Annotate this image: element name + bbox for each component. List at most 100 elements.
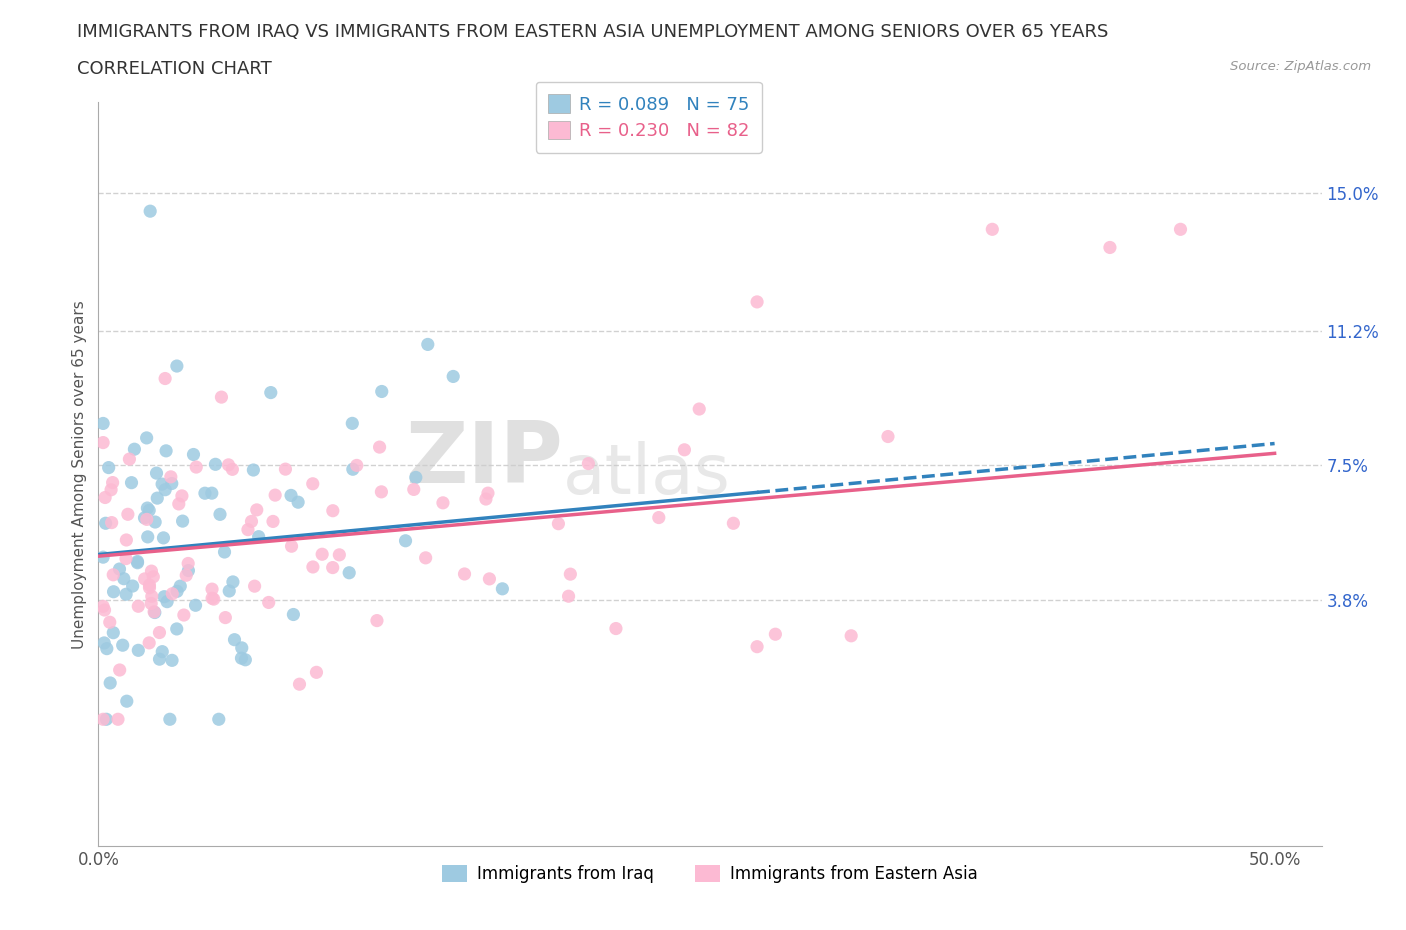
Point bbox=[174, 568, 197, 583]
Point bbox=[262, 514, 284, 529]
Point bbox=[96, 711, 118, 726]
Point bbox=[1170, 222, 1192, 237]
Point bbox=[94, 490, 117, 505]
Point bbox=[153, 590, 176, 604]
Point bbox=[162, 586, 184, 601]
Point bbox=[108, 662, 131, 677]
Point bbox=[142, 569, 165, 584]
Point bbox=[368, 440, 391, 455]
Point bbox=[605, 621, 627, 636]
Point bbox=[167, 497, 190, 512]
Point bbox=[184, 598, 207, 613]
Point bbox=[257, 595, 280, 610]
Point bbox=[159, 470, 181, 485]
Point bbox=[145, 466, 167, 481]
Point bbox=[283, 607, 305, 622]
Point bbox=[98, 675, 121, 690]
Point bbox=[453, 566, 475, 581]
Point bbox=[280, 488, 302, 503]
Point bbox=[478, 571, 501, 586]
Point bbox=[242, 462, 264, 477]
Point bbox=[877, 429, 900, 444]
Point bbox=[170, 488, 193, 503]
Point bbox=[208, 507, 231, 522]
Text: IMMIGRANTS FROM IRAQ VS IMMIGRANTS FROM EASTERN ASIA UNEMPLOYMENT AMONG SENIORS : IMMIGRANTS FROM IRAQ VS IMMIGRANTS FROM … bbox=[77, 23, 1109, 41]
Point bbox=[402, 482, 425, 497]
Point bbox=[441, 369, 464, 384]
Point bbox=[169, 578, 191, 593]
Point bbox=[141, 596, 163, 611]
Point bbox=[143, 604, 166, 619]
Point bbox=[177, 556, 200, 571]
Point bbox=[305, 665, 328, 680]
Point bbox=[214, 545, 236, 560]
Point bbox=[240, 514, 263, 529]
Point bbox=[143, 514, 166, 529]
Point bbox=[134, 511, 156, 525]
Point bbox=[224, 632, 246, 647]
Point bbox=[301, 476, 323, 491]
Point bbox=[138, 635, 160, 650]
Point bbox=[127, 555, 149, 570]
Point bbox=[1098, 240, 1121, 255]
Point bbox=[302, 560, 325, 575]
Point bbox=[209, 390, 232, 405]
Point bbox=[93, 635, 115, 650]
Point bbox=[127, 643, 149, 658]
Legend: Immigrants from Iraq, Immigrants from Eastern Asia: Immigrants from Iraq, Immigrants from Ea… bbox=[436, 858, 984, 890]
Point bbox=[150, 644, 173, 659]
Point bbox=[763, 627, 786, 642]
Point bbox=[135, 512, 157, 526]
Point bbox=[143, 605, 166, 620]
Point bbox=[311, 547, 333, 562]
Point bbox=[477, 485, 499, 500]
Point bbox=[288, 677, 311, 692]
Point bbox=[94, 516, 117, 531]
Point bbox=[246, 502, 269, 517]
Point bbox=[648, 511, 671, 525]
Point bbox=[337, 565, 360, 580]
Point bbox=[322, 503, 344, 518]
Point bbox=[415, 551, 437, 565]
Point bbox=[138, 578, 160, 592]
Point bbox=[91, 550, 114, 565]
Point bbox=[222, 575, 245, 590]
Point bbox=[98, 615, 121, 630]
Text: CORRELATION CHART: CORRELATION CHART bbox=[77, 60, 273, 78]
Point bbox=[371, 384, 394, 399]
Point bbox=[201, 485, 224, 500]
Point bbox=[342, 416, 364, 431]
Point bbox=[166, 359, 188, 374]
Point bbox=[231, 651, 253, 666]
Point bbox=[172, 513, 194, 528]
Point bbox=[91, 416, 114, 431]
Point bbox=[115, 551, 138, 566]
Point bbox=[576, 456, 599, 471]
Point bbox=[201, 591, 224, 605]
Point bbox=[115, 533, 138, 548]
Point bbox=[160, 476, 183, 491]
Point bbox=[243, 578, 266, 593]
Point bbox=[118, 452, 141, 467]
Point bbox=[159, 711, 181, 726]
Point bbox=[93, 603, 115, 618]
Point bbox=[231, 641, 253, 656]
Point bbox=[100, 515, 122, 530]
Point bbox=[475, 492, 498, 507]
Point bbox=[370, 485, 392, 499]
Text: atlas: atlas bbox=[564, 441, 731, 508]
Point bbox=[108, 562, 131, 577]
Point bbox=[208, 711, 231, 726]
Point bbox=[115, 694, 138, 709]
Point bbox=[127, 599, 149, 614]
Point bbox=[136, 529, 159, 544]
Point bbox=[274, 461, 297, 476]
Point bbox=[96, 641, 118, 656]
Point bbox=[173, 607, 195, 622]
Point bbox=[183, 447, 205, 462]
Point bbox=[745, 639, 768, 654]
Point bbox=[405, 470, 427, 485]
Point bbox=[221, 462, 243, 477]
Point bbox=[127, 554, 149, 569]
Point bbox=[745, 295, 768, 310]
